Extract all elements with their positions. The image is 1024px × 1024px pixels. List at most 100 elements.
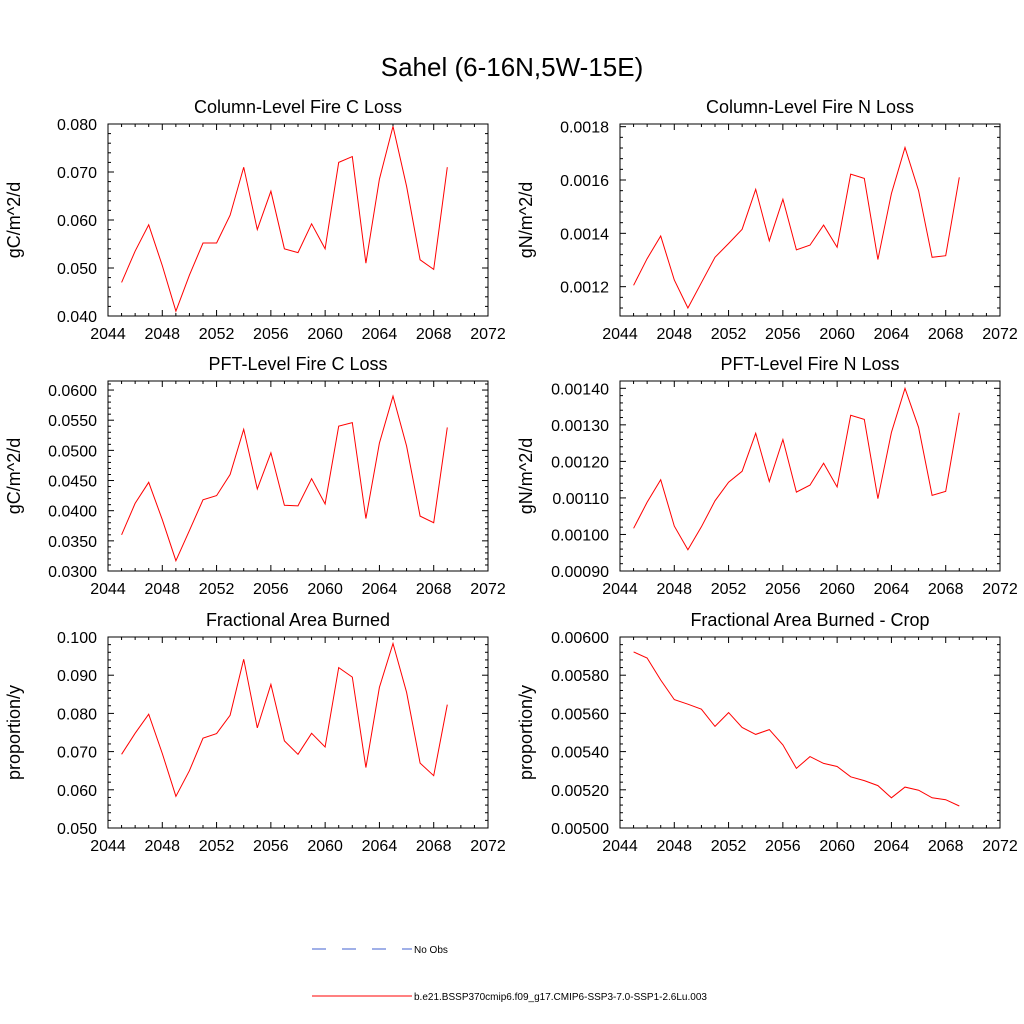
y-tick-label: 0.0400	[48, 504, 97, 521]
x-tick-label: 2064	[874, 326, 910, 343]
y-tick-label: 0.00110	[552, 491, 609, 508]
x-tick-label: 2056	[253, 838, 289, 855]
x-tick-label: 2052	[199, 581, 235, 598]
y-tick-label: 0.050	[57, 261, 97, 278]
chart-panel: PFT-Level Fire C Loss gC/m^2/d 2044 2048 205…	[4, 354, 506, 598]
x-tick-label: 2048	[656, 581, 692, 598]
x-tick-label: 2060	[307, 581, 343, 598]
x-tick-label: 2072	[982, 838, 1018, 855]
x-tick-label: 2072	[982, 326, 1018, 343]
x-tick-label: 2060	[307, 838, 343, 855]
x-tick-label: 2060	[819, 326, 855, 343]
x-tick-label: 2056	[765, 838, 801, 855]
x-tick-label: 2052	[199, 838, 235, 855]
y-axis-label: gC/m^2/d	[4, 438, 24, 514]
x-tick-label: 2052	[711, 581, 747, 598]
series-line	[121, 126, 448, 313]
legend: No Obs b.e21.BSSP370cmip6.f09_g17.CMIP6-…	[312, 945, 707, 1003]
x-tick-label: 2068	[416, 838, 452, 855]
y-tick-label: 0.040	[57, 309, 97, 326]
x-tick-label: 2056	[765, 581, 801, 598]
y-tick-label: 0.0016	[560, 173, 609, 190]
x-tick-label: 2068	[928, 581, 964, 598]
x-tick-label: 2044	[90, 581, 126, 598]
x-tick-label: 2044	[602, 326, 638, 343]
y-tick-label: 0.00580	[551, 668, 609, 685]
x-tick-label: 2068	[416, 326, 452, 343]
x-tick-label: 2060	[819, 581, 855, 598]
x-tick-label: 2048	[656, 326, 692, 343]
series-line	[633, 145, 960, 310]
x-tick-label: 2068	[928, 326, 964, 343]
y-tick-label: 0.070	[57, 745, 97, 762]
y-axis-label: proportion/y	[4, 685, 24, 780]
x-tick-label: 2064	[874, 581, 910, 598]
y-tick-label: 0.0350	[48, 534, 97, 551]
x-tick-label: 2064	[362, 838, 398, 855]
x-tick-label: 2052	[199, 326, 235, 343]
x-tick-label: 2056	[765, 326, 801, 343]
x-tick-label: 2064	[874, 838, 910, 855]
x-tick-label: 2056	[253, 326, 289, 343]
y-tick-label: 0.0018	[560, 120, 609, 137]
y-axis-label: proportion/y	[516, 685, 536, 780]
y-tick-label: 0.080	[57, 117, 97, 134]
y-tick-label: 0.00520	[551, 783, 609, 800]
y-tick-label: 0.0300	[48, 564, 97, 581]
y-tick-label: 0.00600	[551, 630, 609, 647]
x-tick-label: 2048	[144, 326, 180, 343]
x-tick-label: 2044	[90, 326, 126, 343]
y-tick-label: 0.0450	[48, 474, 97, 491]
y-tick-label: 0.070	[57, 165, 97, 182]
y-tick-label: 0.00540	[551, 745, 609, 762]
x-tick-label: 2064	[362, 581, 398, 598]
y-axis-label: gN/m^2/d	[516, 182, 536, 258]
x-tick-label: 2068	[928, 838, 964, 855]
y-tick-label: 0.060	[57, 783, 97, 800]
y-tick-label: 0.00120	[551, 454, 609, 471]
legend-model-run-label: b.e21.BSSP370cmip6.f09_g17.CMIP6-SSP3-7.…	[414, 992, 707, 1003]
y-tick-label: 0.050	[57, 821, 97, 838]
panel-title: Fractional Area Burned	[206, 610, 390, 630]
y-tick-label: 0.0600	[48, 383, 97, 400]
y-tick-label: 0.060	[57, 213, 97, 230]
chart-panel: Column-Level Fire C Loss gC/m^2/d 2044 2048…	[4, 97, 506, 343]
chart-panel: Fractional Area Burned proportion/y 2044 20…	[4, 610, 506, 855]
chart-panel: Column-Level Fire N Loss gN/m^2/d 2044 2048…	[516, 97, 1018, 343]
x-tick-label: 2064	[362, 326, 398, 343]
y-tick-label: 0.100	[57, 630, 97, 647]
x-tick-label: 2072	[470, 326, 506, 343]
panel-title: Column-Level Fire N Loss	[706, 97, 914, 117]
series-line	[121, 641, 448, 798]
y-axis-label: gN/m^2/d	[516, 438, 536, 514]
x-tick-label: 2072	[470, 838, 506, 855]
x-tick-label: 2068	[416, 581, 452, 598]
x-tick-label: 2044	[602, 838, 638, 855]
x-tick-label: 2072	[470, 581, 506, 598]
x-tick-label: 2048	[144, 838, 180, 855]
y-tick-label: 0.0500	[48, 443, 97, 460]
y-tick-label: 0.00500	[551, 821, 609, 838]
panel-title: Fractional Area Burned - Crop	[690, 610, 929, 630]
panel-title: PFT-Level Fire C Loss	[208, 354, 387, 374]
figure-title: Sahel (6-16N,5W-15E)	[381, 52, 644, 82]
x-tick-label: 2044	[602, 581, 638, 598]
y-tick-label: 0.0550	[48, 413, 97, 430]
series-line	[633, 386, 960, 551]
x-tick-label: 2044	[90, 838, 126, 855]
y-tick-label: 0.00090	[551, 564, 609, 581]
panel-title: PFT-Level Fire N Loss	[720, 354, 899, 374]
x-tick-label: 2048	[144, 581, 180, 598]
y-tick-label: 0.00100	[551, 527, 609, 544]
y-tick-label: 0.090	[57, 668, 97, 685]
y-tick-label: 0.0014	[560, 226, 609, 243]
x-tick-label: 2052	[711, 326, 747, 343]
y-tick-label: 0.00560	[551, 706, 609, 723]
chart-panel: PFT-Level Fire N Loss gN/m^2/d 2044 2048 205…	[516, 354, 1018, 598]
x-tick-label: 2072	[982, 581, 1018, 598]
panel-title: Column-Level Fire C Loss	[194, 97, 402, 117]
y-tick-label: 0.0012	[560, 280, 609, 297]
chart-panels: Column-Level Fire C Loss gC/m^2/d 2044 2048…	[4, 97, 1018, 855]
